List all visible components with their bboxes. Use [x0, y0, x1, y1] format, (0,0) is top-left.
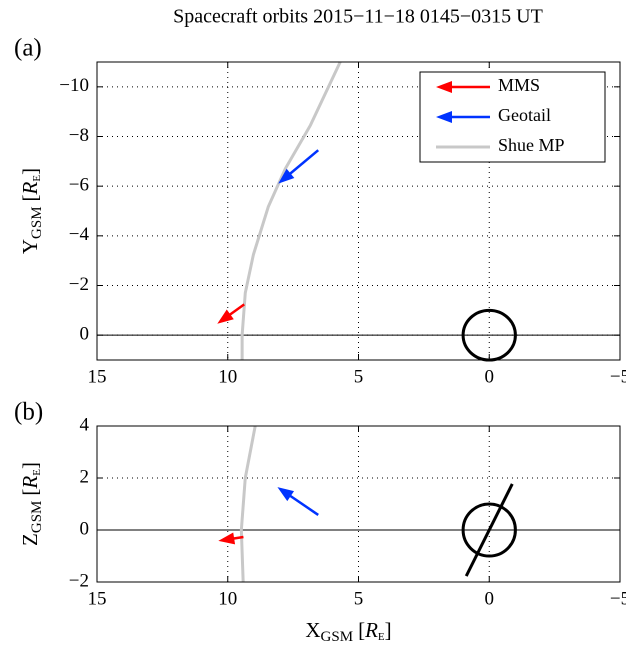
trajectory-arrow [285, 149, 320, 179]
y-axis-label-part: [ [18, 489, 42, 496]
trajectory-arrow [284, 491, 319, 516]
x-axis-label-part: GSM [321, 629, 354, 645]
arrow-head [218, 532, 236, 545]
y-tick-label: 4 [80, 414, 90, 435]
x-axis-label-part: [ [358, 618, 365, 642]
plot-frame [96, 61, 621, 361]
x-axis-label-part: E [378, 631, 385, 643]
y-axis-label-part: R [18, 476, 42, 490]
panel-label: (b) [14, 399, 43, 426]
boundary-line [239, 425, 257, 583]
y-tick-label: 0 [80, 518, 90, 539]
x-axis-label-part: X [305, 618, 320, 642]
y-tick-label: −4 [69, 224, 90, 245]
x-tick-label: 15 [88, 366, 107, 387]
boundary-line [240, 61, 342, 360]
legend-swatch-head [436, 111, 452, 123]
x-tick-label: −5 [610, 366, 626, 387]
y-axis-label-part: [ [18, 194, 42, 201]
x-tick-label: 5 [354, 588, 364, 609]
y-axis-label-part: ] [18, 462, 42, 469]
y-axis-label: ZGSM [RE] [18, 462, 46, 546]
legend-swatch-head [436, 81, 452, 93]
y-tick-label: −10 [59, 75, 89, 96]
x-tick-label: 10 [218, 588, 237, 609]
earth [461, 502, 517, 558]
legend-label: Shue MP [498, 135, 565, 155]
panel-label: (a) [14, 35, 42, 62]
y-tick-label: −2 [69, 570, 89, 591]
x-tick-label: 10 [218, 366, 237, 387]
y-axis-label-part: E [31, 469, 43, 476]
arrow-head [217, 309, 234, 324]
y-axis-label-part: GSM [29, 206, 45, 239]
y-axis-label-part: ] [18, 168, 42, 175]
arrow-head [277, 487, 295, 502]
x-tick-label: 0 [485, 366, 495, 387]
y-axis-label-part: Z [18, 533, 42, 546]
x-axis-label-part: R [364, 618, 378, 642]
y-tick-label: 0 [80, 324, 90, 345]
x-axis-label-part: ] [385, 618, 392, 642]
y-axis-label-part: Y [18, 239, 42, 254]
x-tick-label: 5 [354, 366, 364, 387]
x-tick-label: −5 [610, 588, 626, 609]
arrow-head [278, 168, 295, 184]
y-tick-label: −6 [69, 175, 89, 196]
y-tick-label: 2 [80, 466, 90, 487]
x-tick-label: 15 [88, 588, 107, 609]
chart-title: Spacecraft orbits 2015−11−18 0145−0315 U… [173, 6, 543, 28]
dipole-axis [464, 483, 514, 577]
y-tick-label: −8 [69, 125, 89, 146]
legend-label: MMS [498, 75, 540, 95]
x-tick-label: 0 [485, 588, 495, 609]
y-axis-label-part: R [18, 181, 42, 195]
plot-frame [96, 425, 621, 583]
y-tick-label: −2 [69, 274, 89, 295]
y-axis-label-part: GSM [29, 501, 45, 534]
x-axis-label: XGSM [RE] [305, 618, 391, 646]
legend-label: Geotail [498, 105, 551, 125]
y-axis-label: YGSM [RE] [18, 168, 46, 254]
y-axis-label-part: E [31, 175, 43, 182]
